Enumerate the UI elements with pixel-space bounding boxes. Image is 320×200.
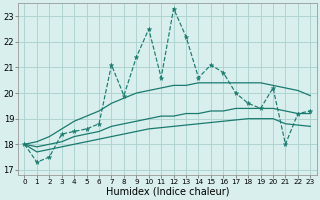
X-axis label: Humidex (Indice chaleur): Humidex (Indice chaleur) [106, 187, 229, 197]
